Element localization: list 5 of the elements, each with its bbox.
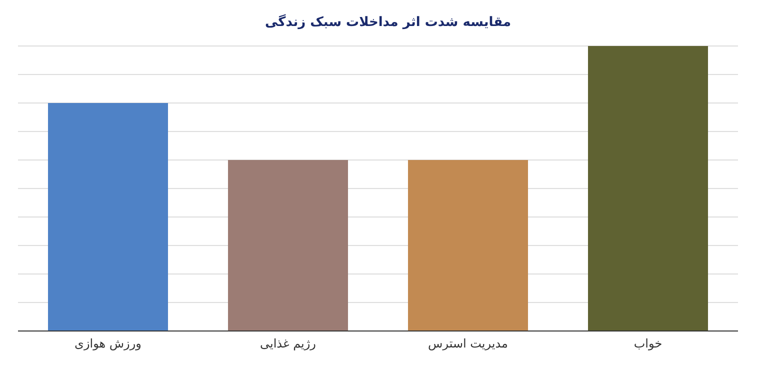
x-tick-label: خواب [634,336,662,351]
x-tick-label: رژیم غذایی [260,336,316,351]
x-tick-label: ورزش هوازی [74,336,142,351]
chart-title: مقایسه شدت اثر مداخلات سبک زندگی [264,13,512,32]
x-tick-label: مدیریت استرس [428,336,508,351]
